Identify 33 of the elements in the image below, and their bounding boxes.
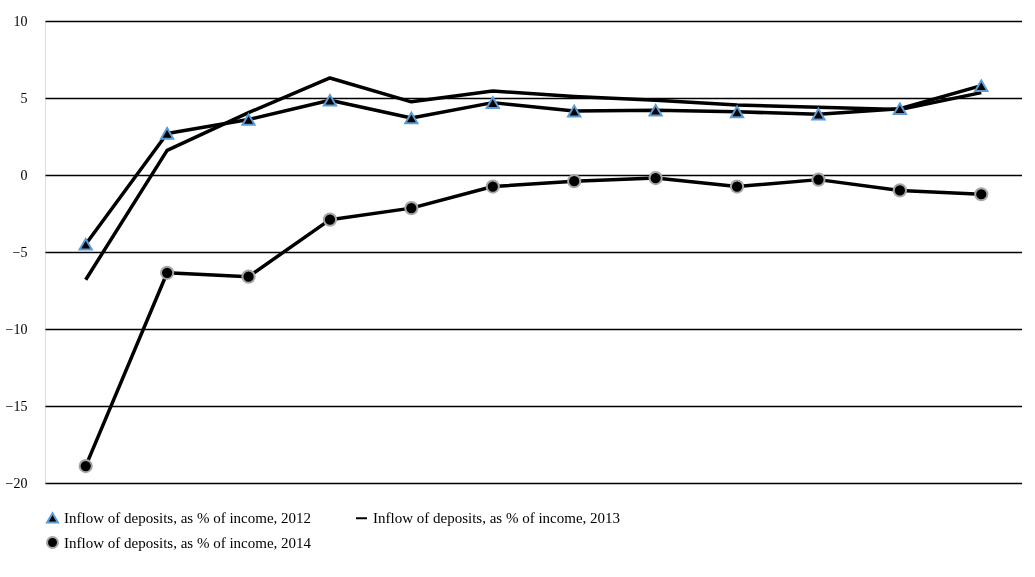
legend-label: Inflow of deposits, as % of income, 2012 <box>64 509 312 526</box>
point <box>78 458 93 474</box>
point <box>811 172 826 187</box>
point <box>485 179 500 194</box>
y-tick-label: 5 <box>20 90 28 106</box>
point <box>567 104 582 118</box>
point <box>160 127 175 140</box>
legend-label: Inflow of deposits, as % of income, 2013 <box>373 510 621 527</box>
point <box>567 174 582 189</box>
y-tick-label: −15 <box>5 398 28 414</box>
point <box>404 111 419 125</box>
point <box>404 201 419 216</box>
y-tick-label: 0 <box>20 167 28 183</box>
point <box>485 96 500 109</box>
point <box>322 212 338 227</box>
y-tick-label: −20 <box>5 475 28 491</box>
y-tick-label: 10 <box>13 13 28 29</box>
point <box>729 179 745 194</box>
point <box>892 183 907 198</box>
point <box>811 107 826 121</box>
y-tick-label: −10 <box>5 321 28 337</box>
legend-label: Inflow of deposits, as % of income, 2014 <box>64 534 312 551</box>
point <box>322 94 338 107</box>
point <box>974 187 989 202</box>
point <box>648 170 663 186</box>
point <box>160 265 175 280</box>
y-tick-label: −5 <box>12 244 28 260</box>
point <box>648 104 663 117</box>
point <box>729 105 745 119</box>
point <box>78 238 93 251</box>
point <box>974 79 989 92</box>
point <box>241 113 256 126</box>
point <box>241 269 256 284</box>
